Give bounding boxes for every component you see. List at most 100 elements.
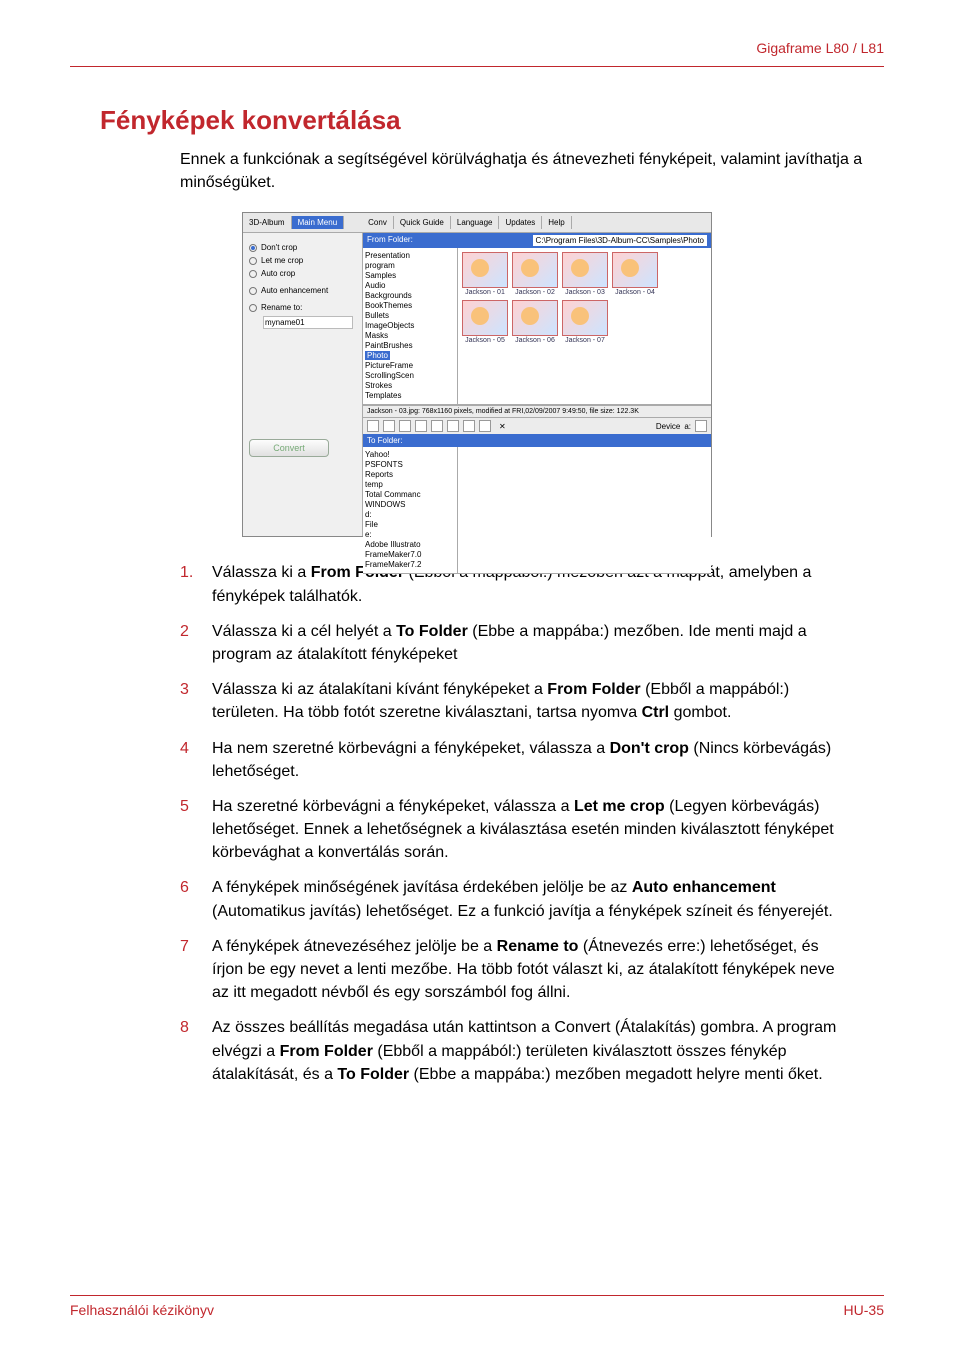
opt-auto-enh[interactable]: Auto enhancement [249,286,356,295]
thumbnail[interactable]: Jackson - 01 [462,252,508,296]
intro-paragraph: Ennek a funkciónak a segítségével körülv… [180,148,864,194]
step-number: 3 [180,678,212,724]
tree-node[interactable]: Templates [365,391,455,401]
tree-node[interactable]: Adobe Illustrato [365,540,455,550]
tab-mainmenu[interactable]: Main Menu [292,216,345,229]
opt-let-me-crop[interactable]: Let me crop [249,256,356,265]
tab-language[interactable]: Language [451,216,500,229]
tree-node[interactable]: Yahoo! [365,450,455,460]
tab-3dalbum[interactable]: 3D-Album [243,216,292,229]
tree-node[interactable]: WINDOWS [365,500,455,510]
thumbnail[interactable]: Jackson - 02 [512,252,558,296]
header-rule [70,66,884,67]
from-path: C:\Program Files\3D-Album-CC\Samples\Pho… [533,235,708,246]
rename-input[interactable] [263,316,353,329]
tree-node[interactable]: File [365,520,455,530]
step-text: Az összes beállítás megadása után kattin… [212,1016,854,1086]
tree-node[interactable]: Photo [365,351,455,361]
tree-node[interactable]: FrameMaker7.2 [365,560,455,570]
step-number: 8 [180,1016,212,1086]
tab-quickguide[interactable]: Quick Guide [394,216,451,229]
toolbar-icon[interactable] [463,420,475,432]
from-label: From Folder: [367,235,413,246]
to-tree[interactable]: Yahoo!PSFONTSReportstempTotal CommancWIN… [363,447,458,573]
section-title: Fényképek konvertálása [100,105,884,136]
step-item: 8Az összes beállítás megadása után katti… [180,1016,854,1086]
ss-tabbar: 3D-Album Main Menu Conv Quick Guide Lang… [243,213,711,233]
step-number: 5 [180,795,212,865]
tree-node[interactable]: ImageObjects [365,321,455,331]
tree-node[interactable]: Total Commanc [365,490,455,500]
from-thumbs[interactable]: Jackson - 01Jackson - 02Jackson - 03Jack… [458,248,711,404]
step-text: Ha nem szeretné körbevágni a fényképeket… [212,737,854,783]
app-screenshot: 3D-Album Main Menu Conv Quick Guide Lang… [242,212,712,537]
toolbar-icon[interactable] [431,420,443,432]
tree-node[interactable]: Backgrounds [365,291,455,301]
opt-auto-enh-label: Auto enhancement [261,286,328,295]
tree-node[interactable]: Presentation [365,251,455,261]
step-text: Válassza ki az átalakítani kívánt fényké… [212,678,854,724]
tree-node[interactable]: Samples [365,271,455,281]
ss-toolbar: ✕ Device a: [363,418,711,434]
ss-left-panel: Don't crop Let me crop Auto crop Auto en… [243,233,363,536]
tree-node[interactable]: e: [365,530,455,540]
toolbar-icon[interactable] [447,420,459,432]
step-item: 6A fényképek minőségének javítása érdeké… [180,876,854,922]
steps-list: 1Válassza ki a From Folder (Ebből a mapp… [180,561,854,1086]
from-tree[interactable]: PresentationprogramSamplesAudioBackgroun… [363,248,458,404]
tree-node[interactable]: d: [365,510,455,520]
opt-dont-crop-label: Don't crop [261,243,297,252]
drive-icon[interactable] [695,420,707,432]
thumbnail[interactable]: Jackson - 06 [512,300,558,344]
step-number: 4 [180,737,212,783]
opt-rename-to-label: Rename to: [261,303,302,312]
step-item: 5Ha szeretné körbevágni a fényképeket, v… [180,795,854,865]
thumbnail[interactable]: Jackson - 03 [562,252,608,296]
opt-dont-crop[interactable]: Don't crop [249,243,356,252]
drive-label[interactable]: a: [684,422,691,431]
tab-help[interactable]: Help [542,216,571,229]
tree-node[interactable]: Masks [365,331,455,341]
to-label: To Folder: [367,436,403,445]
toolbar-icon[interactable] [415,420,427,432]
thumbnail[interactable]: Jackson - 04 [612,252,658,296]
toolbar-icon[interactable] [383,420,395,432]
step-text: A fényképek átnevezéséhez jelölje be a R… [212,935,854,1005]
tree-node[interactable]: temp [365,480,455,490]
step-text: A fényképek minőségének javítása érdekéb… [212,876,854,922]
tree-node[interactable]: BookThemes [365,301,455,311]
tree-node[interactable]: ScrollingScen [365,371,455,381]
from-bar: From Folder: C:\Program Files\3D-Album-C… [363,233,711,248]
thumbnail[interactable]: Jackson - 07 [562,300,608,344]
page-footer: Felhasználói kézikönyv HU-35 [70,1295,884,1318]
tree-node[interactable]: PSFONTS [365,460,455,470]
step-item: 2Válassza ki a cél helyét a To Folder (E… [180,620,854,666]
step-item: 4Ha nem szeretné körbevágni a fényképeke… [180,737,854,783]
tree-node[interactable]: FrameMaker7.0 [365,550,455,560]
toolbar-icon[interactable] [367,420,379,432]
tree-node[interactable]: Strokes [365,381,455,391]
opt-rename-to[interactable]: Rename to: [249,303,356,312]
tree-node[interactable]: PictureFrame [365,361,455,371]
convert-button[interactable]: Convert [249,439,329,457]
step-text: Válassza ki a cél helyét a To Folder (Eb… [212,620,854,666]
step-text: Ha szeretné körbevágni a fényképeket, vá… [212,795,854,865]
footer-right: HU-35 [844,1302,884,1318]
toolbar-icon[interactable] [399,420,411,432]
tree-node[interactable]: PaintBrushes [365,341,455,351]
toolbar-icon[interactable] [479,420,491,432]
opt-let-me-crop-label: Let me crop [261,256,303,265]
header-product: Gigaframe L80 / L81 [70,40,884,56]
tree-node[interactable]: program [365,261,455,271]
tree-node[interactable]: Audio [365,281,455,291]
footer-left: Felhasználói kézikönyv [70,1302,214,1318]
tree-node[interactable]: Bullets [365,311,455,321]
tree-node[interactable]: Reports [365,470,455,480]
tab-updates[interactable]: Updates [499,216,542,229]
opt-auto-crop[interactable]: Auto crop [249,269,356,278]
tab-conv[interactable]: Conv [362,216,394,229]
step-number: 6 [180,876,212,922]
to-bar: To Folder: [363,434,711,447]
thumbnail[interactable]: Jackson - 05 [462,300,508,344]
device-label: Device [656,422,680,431]
